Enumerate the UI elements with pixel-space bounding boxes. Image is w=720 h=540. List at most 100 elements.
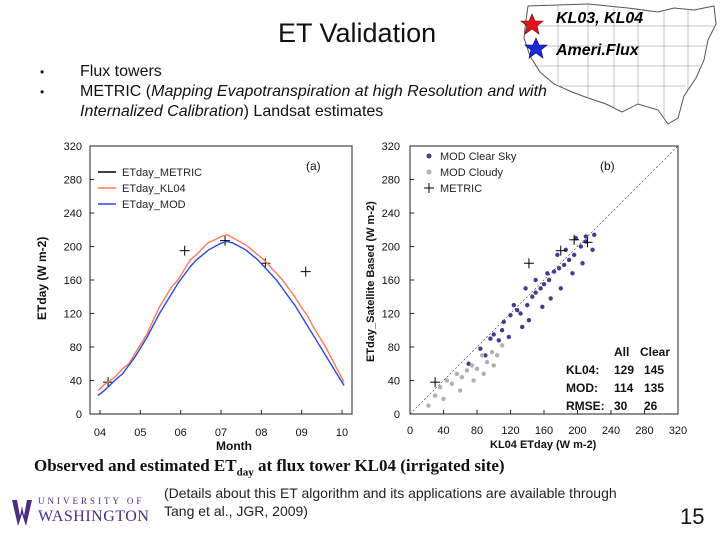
scatter-point (525, 302, 530, 308)
figure-caption: Observed and estimated ETday at flux tow… (34, 456, 505, 479)
y-tick-label: 320 (64, 141, 82, 153)
y-tick-label: 80 (388, 342, 400, 354)
y-tick-label: 200 (382, 242, 400, 254)
scatter-point (511, 302, 517, 308)
bullet-dot: • (40, 65, 45, 79)
y-tick-label: 40 (388, 376, 400, 388)
stats-all: 30 (614, 399, 628, 413)
scatter-point (488, 336, 493, 341)
y-tick-label: 120 (64, 309, 82, 321)
scatter-point (494, 353, 500, 358)
scatter-point (590, 247, 595, 253)
series-line (97, 240, 345, 397)
scatter-point (523, 286, 528, 291)
panel-a-y-ticks: 0 40 80 120 160 200 240 280 320 (64, 141, 94, 421)
series-line (97, 234, 345, 392)
university-logo: UNIVERSITY OF WASHINGTON (6, 494, 156, 534)
panel-a-x-ticks: 04 05 06 07 08 09 10 (94, 410, 348, 439)
map-label-red: KL03, KL04 (556, 10, 644, 27)
legend-label: ETday_KL04 (122, 183, 186, 195)
red-star-icon (520, 13, 544, 35)
y-tick-label: 0 (394, 409, 400, 421)
x-tick-label: 05 (134, 427, 146, 439)
scatter-point (541, 281, 547, 287)
scatter-point (563, 247, 568, 253)
stats-all: 129 (614, 363, 634, 377)
scatter-point (449, 381, 455, 387)
details-note: (Details about this ET algorithm and its… (164, 485, 617, 519)
panel-a-xlabel: Month (216, 439, 252, 452)
scatter-point (548, 296, 553, 301)
scatter-point (583, 234, 589, 239)
scatter-point (432, 393, 438, 398)
panel-a-label: (a) (306, 159, 321, 173)
y-tick-label: 280 (382, 175, 400, 187)
scatter-point (580, 261, 585, 266)
scatter-point (459, 374, 465, 380)
x-tick-label: 200 (568, 425, 586, 437)
stats-clear: 26 (644, 399, 658, 413)
scatter-point (555, 252, 560, 258)
legend-swatch (426, 169, 432, 175)
scatter-point (496, 338, 501, 343)
y-tick-label: 200 (64, 242, 82, 254)
x-tick-label: 10 (336, 427, 348, 439)
scatter-point (484, 359, 490, 365)
scatter-point (530, 294, 535, 299)
x-tick-label: 240 (602, 425, 620, 437)
scatter-point (533, 277, 538, 283)
scatter-point (499, 343, 505, 348)
page-number: 15 (680, 504, 705, 529)
stats-label: MOD: (566, 381, 598, 395)
scatter-point (471, 378, 476, 383)
legend-label: ETday_MOD (122, 199, 186, 211)
logo-top-text: UNIVERSITY OF (38, 496, 145, 506)
scatter-point (458, 388, 463, 393)
panel-b-stats: All Clear KL04: 129 145 MOD: 114 135 RMSE: 30 26 (566, 345, 670, 413)
stats-label: RMSE: (566, 399, 605, 413)
x-tick-label: 04 (94, 427, 106, 439)
scatter-point (466, 361, 471, 366)
legend-label: ETday_METRIC (122, 167, 202, 179)
y-tick-label: 160 (64, 275, 82, 287)
scatter-point (545, 271, 550, 276)
y-tick-label: 240 (64, 208, 82, 220)
legend-label: MOD Cloudy (440, 167, 503, 179)
y-tick-label: 280 (64, 175, 82, 187)
panel-a-legend: ETday_METRIC ETday_KL04 ETday_MOD (98, 167, 202, 211)
scatter-point (571, 252, 577, 258)
stats-all: 114 (614, 381, 634, 395)
panel-b-y-ticks: 0 40 80 120 160 200 240 280 320 (382, 141, 414, 421)
legend-label: MOD Clear Sky (440, 151, 517, 163)
scatter-point (474, 366, 480, 371)
scatter-point (573, 235, 579, 241)
scatter-point (546, 277, 552, 283)
scatter-point (426, 403, 431, 408)
panel-a-series (97, 234, 345, 397)
scatter-point (501, 319, 506, 325)
x-tick-label: 0 (407, 425, 413, 437)
scatter-point (540, 304, 545, 309)
bullet-text: Flux towers (80, 63, 162, 80)
scatter-point (518, 311, 523, 316)
logo-bottom-text: WASHINGTON (38, 508, 150, 525)
y-tick-label: 120 (382, 309, 400, 321)
scatter-point (566, 257, 572, 263)
scatter-point (561, 262, 567, 268)
panel-b-legend: MOD Clear Sky MOD Cloudy METRIC (424, 151, 517, 195)
x-tick-label: 06 (175, 427, 187, 439)
blue-star-icon (524, 37, 548, 59)
slide-title: ET Validation (278, 18, 437, 48)
x-tick-label: 08 (255, 427, 267, 439)
x-tick-label: 320 (669, 425, 687, 437)
x-tick-label: 07 (215, 427, 227, 439)
panel-b-points (426, 232, 597, 408)
scatter-point (578, 244, 584, 249)
one-to-one-line (409, 145, 679, 415)
bullet-item: • METRIC (Mapping Evapotranspiration at … (40, 82, 580, 122)
legend-swatch (426, 153, 432, 159)
x-tick-label: 160 (535, 425, 553, 437)
bullet-item: • Flux towers (40, 62, 580, 82)
scatter-point (481, 371, 486, 376)
x-tick-label: 80 (471, 425, 483, 437)
